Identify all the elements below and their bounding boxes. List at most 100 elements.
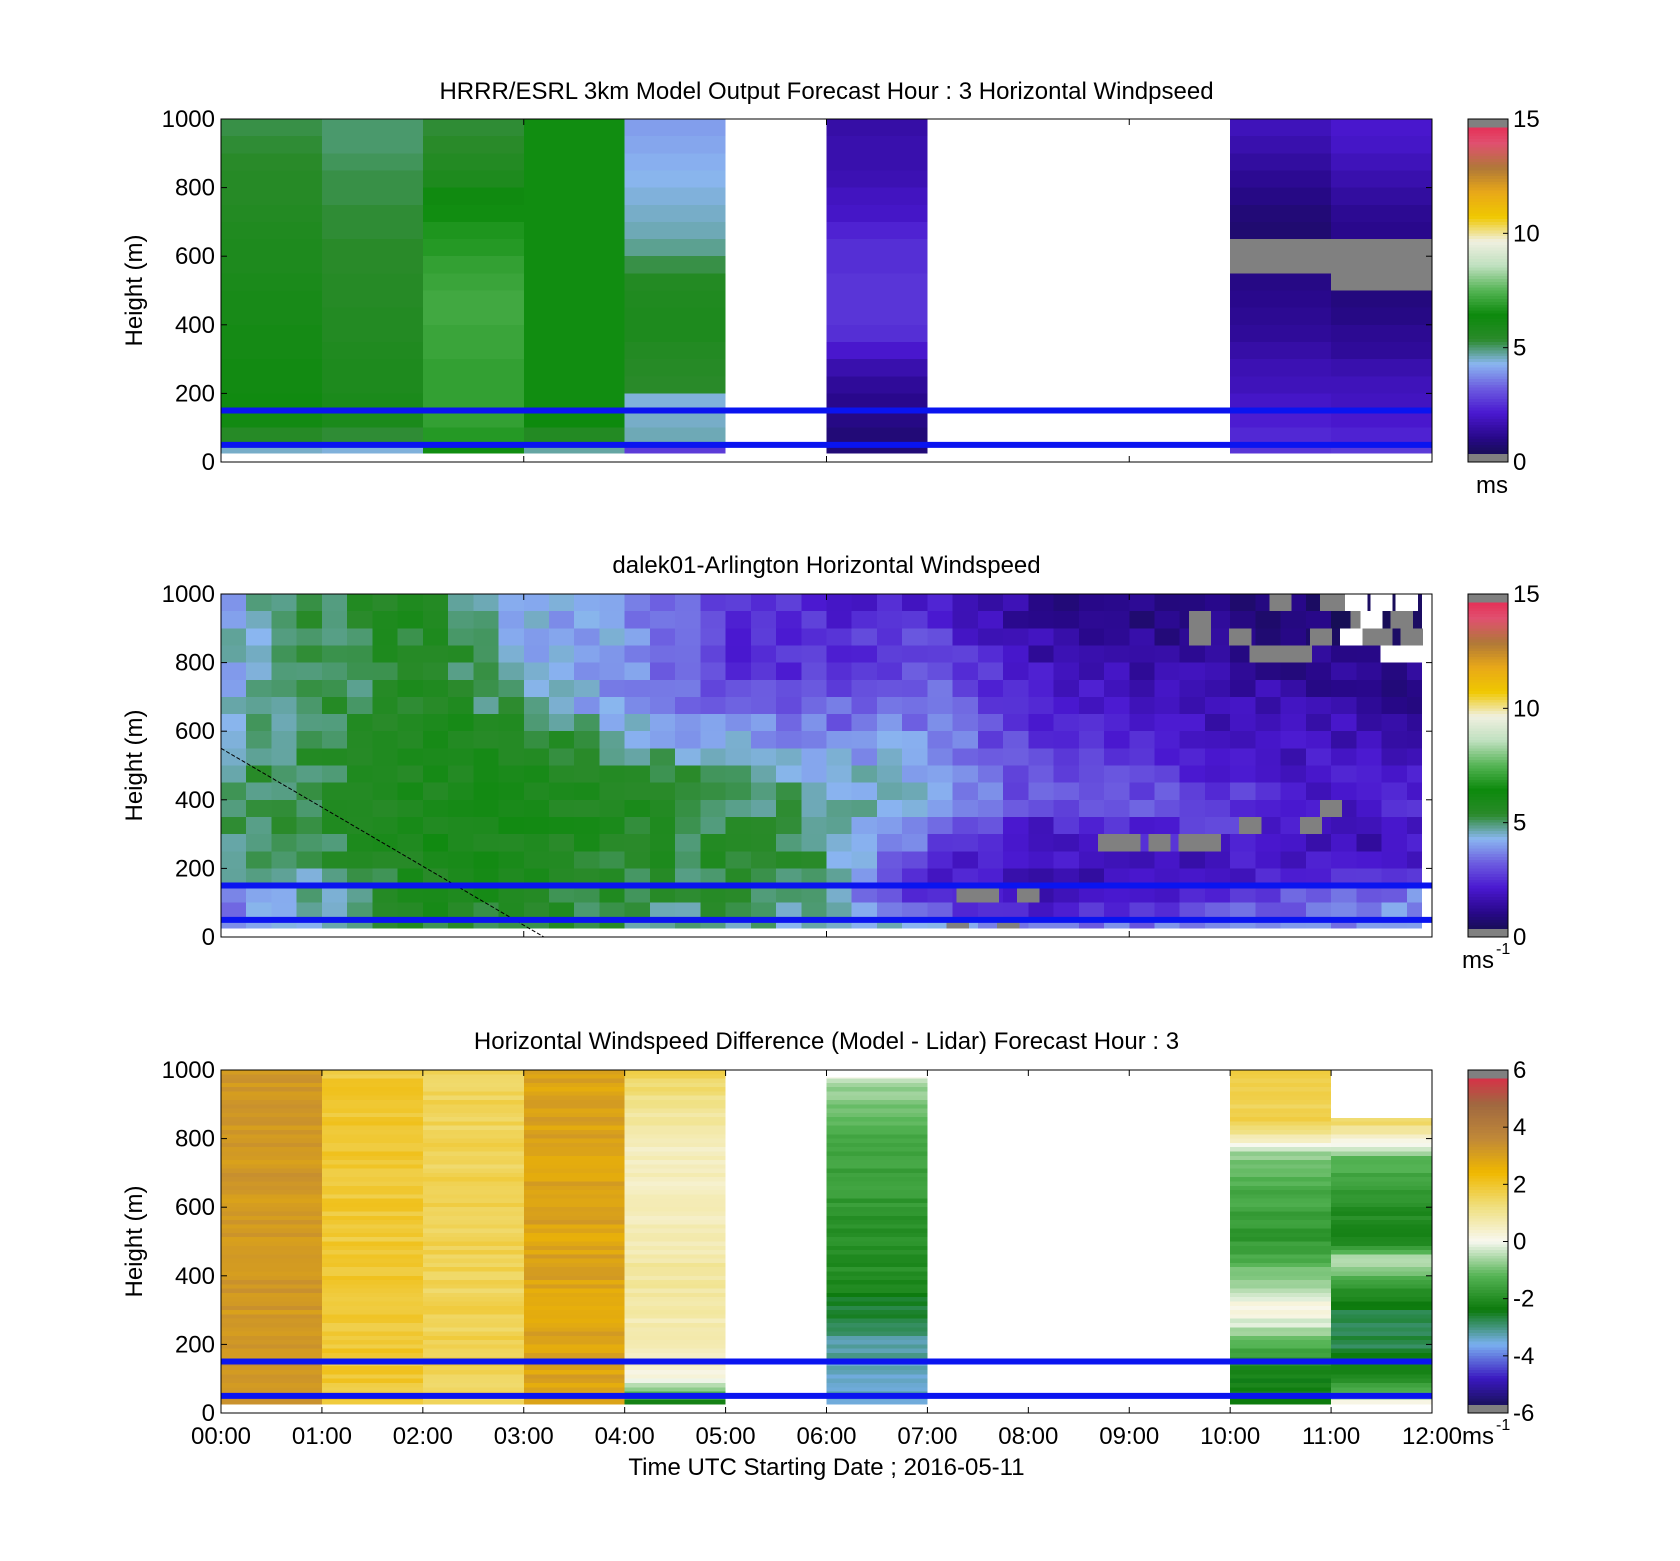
heatmap-cell	[422, 1224, 524, 1229]
heatmap-cell	[271, 816, 297, 835]
heatmap-cell	[1230, 1082, 1332, 1088]
heatmap-cell	[826, 1078, 928, 1083]
heatmap-cell	[624, 1258, 726, 1263]
heatmap-cell	[1255, 919, 1281, 929]
colorbar-segment	[1468, 1098, 1508, 1103]
heatmap-cell	[473, 765, 499, 783]
colorbar-segment	[1468, 1370, 1508, 1374]
heatmap-cell	[1003, 799, 1029, 817]
colorbar-unit-label: ms	[1462, 947, 1494, 974]
heatmap-cell	[523, 136, 625, 154]
heatmap-cell	[1356, 919, 1382, 929]
heatmap-cell	[927, 628, 953, 646]
chart-title: HRRR/ESRL 3km Model Output Forecast Hour…	[439, 78, 1213, 105]
heatmap-cell	[1230, 1121, 1332, 1126]
heatmap-cell	[1356, 662, 1382, 680]
heatmap-cell	[221, 1142, 322, 1148]
heatmap-cell	[1078, 919, 1105, 929]
heatmap-cell	[372, 662, 398, 680]
heatmap-cell	[1356, 851, 1382, 869]
heatmap-cell	[1255, 868, 1281, 886]
heatmap-cell	[271, 662, 297, 680]
heatmap-cell	[624, 1267, 726, 1272]
heatmap-cell	[1078, 782, 1105, 800]
heatmap-cell	[826, 290, 928, 308]
heatmap-cell	[902, 679, 928, 697]
x-tick-label: 05:00	[696, 1423, 756, 1450]
heatmap-cell	[927, 885, 953, 903]
heatmap-cell	[624, 136, 726, 154]
heatmap-cell	[1003, 628, 1029, 646]
colorbar-segment	[1468, 281, 1508, 286]
heatmap-cell	[801, 748, 827, 766]
heatmap-cell	[1331, 1181, 1432, 1186]
heatmap-cell	[1230, 1365, 1332, 1371]
heatmap-cell	[523, 359, 625, 377]
colorbar-segment	[1468, 1321, 1508, 1325]
heatmap-cell	[1331, 1280, 1432, 1285]
heatmap-cell	[523, 1228, 625, 1233]
heatmap-cell	[1154, 868, 1180, 886]
heatmap-cell	[523, 1292, 625, 1298]
masked-cell	[946, 919, 969, 929]
heatmap-cell	[246, 868, 272, 886]
heatmap-cell	[851, 834, 877, 852]
colorbar-frame	[1467, 118, 1509, 463]
heatmap-cell	[624, 1117, 726, 1122]
heatmap-cell	[498, 645, 524, 663]
heatmap-cell	[700, 834, 726, 852]
heatmap-cell	[548, 885, 575, 903]
heatmap-cell	[321, 1117, 423, 1122]
heatmap-cell	[321, 868, 348, 886]
heatmap-cell	[448, 611, 474, 629]
heatmap-cell	[548, 851, 575, 869]
heatmap-cell	[801, 799, 827, 817]
heatmap-cell	[826, 765, 852, 783]
heatmap-cell	[776, 662, 802, 680]
heatmap-cell	[851, 851, 877, 869]
heatmap-cell	[321, 1310, 423, 1315]
heatmap-cell	[1356, 731, 1382, 749]
heatmap-cell	[977, 799, 1004, 817]
heatmap-cell	[1104, 594, 1130, 612]
heatmap-cell	[397, 628, 423, 646]
heatmap-cell	[221, 1112, 322, 1118]
heatmap-cell	[422, 868, 449, 886]
masked-cell	[1198, 834, 1222, 852]
heatmap-cell	[801, 885, 827, 903]
colorbar-segment	[1468, 150, 1508, 154]
heatmap-cell	[1331, 1202, 1432, 1208]
heatmap-cell	[397, 885, 423, 903]
heatmap-cell	[776, 851, 802, 869]
heatmap-cell	[321, 1318, 423, 1323]
heatmap-cell	[372, 902, 398, 920]
colorbar-segment	[1468, 1107, 1508, 1111]
colorbar-segment	[1468, 219, 1508, 223]
colorbar-segment	[1468, 267, 1508, 272]
heatmap-cell	[1230, 919, 1256, 929]
heatmap-cell	[372, 611, 398, 629]
heatmap-cell	[952, 816, 978, 835]
colorbar-segment	[1468, 871, 1508, 875]
heatmap-cell	[271, 628, 297, 646]
heatmap-cell	[624, 1301, 726, 1306]
heatmap-cell	[1230, 1087, 1332, 1092]
heatmap-cell	[422, 1078, 524, 1083]
colorbar-segment	[1468, 293, 1508, 297]
heatmap-cell	[321, 1164, 423, 1169]
heatmap-cell	[422, 1091, 524, 1096]
heatmap-cell	[523, 594, 549, 612]
heatmap-cell	[826, 1284, 928, 1289]
heatmap-cell	[523, 1284, 625, 1289]
x-tick-label: 06:00	[796, 1423, 856, 1450]
heatmap-cell	[347, 748, 373, 766]
heatmap-cell	[649, 628, 676, 646]
heatmap-cell	[725, 611, 751, 629]
heatmap-cell	[523, 1147, 625, 1152]
heatmap-cell	[321, 1138, 423, 1143]
heatmap-cell	[624, 714, 650, 732]
colorbar-segment	[1468, 330, 1508, 334]
heatmap-cell	[1129, 902, 1155, 920]
nodata-cell	[1340, 628, 1363, 646]
